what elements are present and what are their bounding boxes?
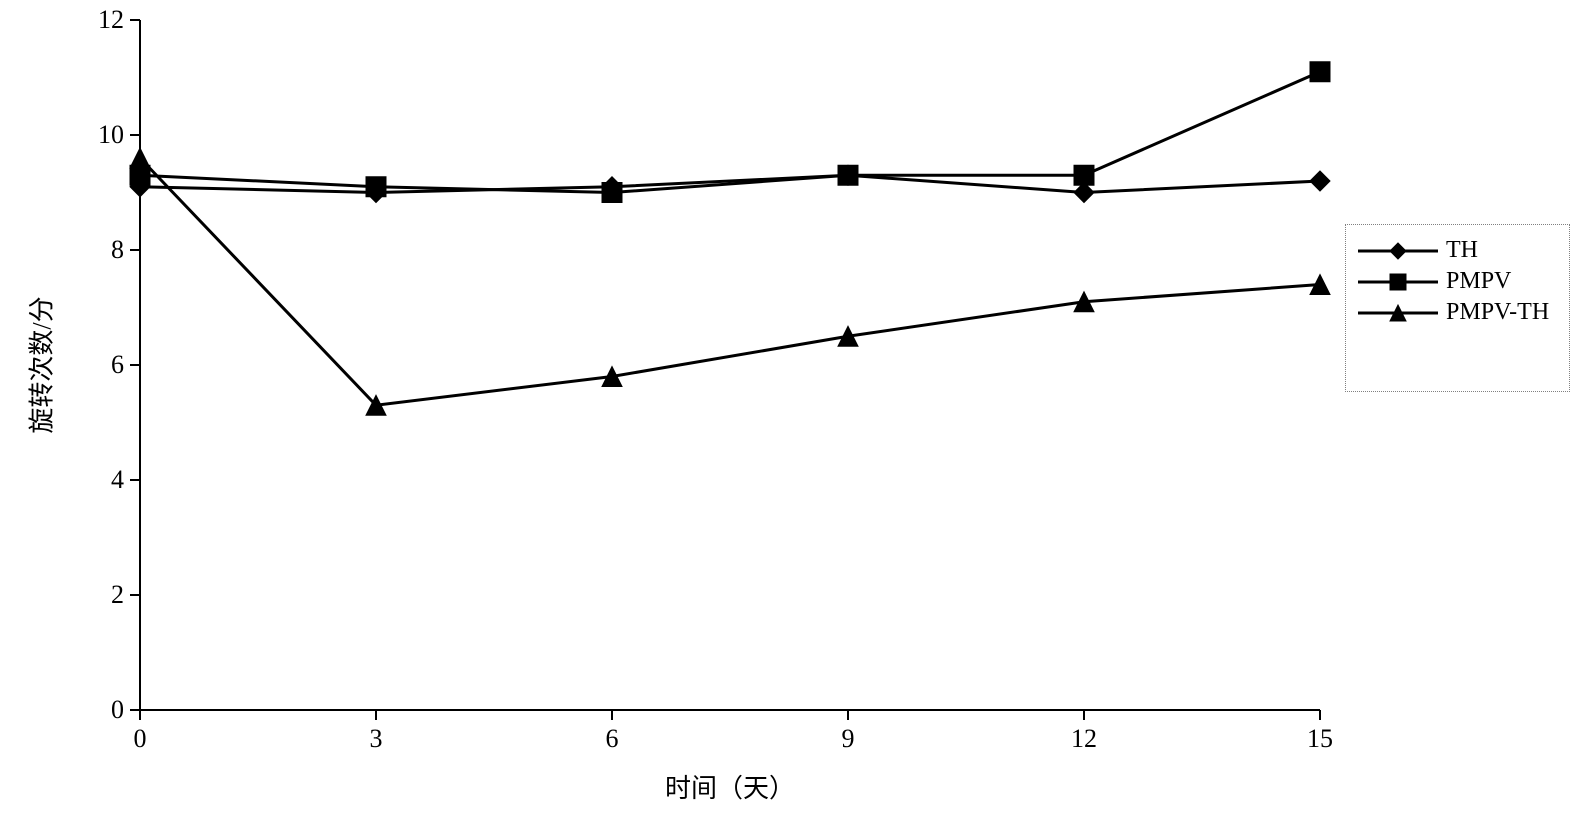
legend-label: PMPV bbox=[1446, 268, 1511, 295]
legend-item: PMPV-TH bbox=[1358, 299, 1557, 326]
x-tick-label: 3 bbox=[370, 724, 383, 754]
y-tick-label: 6 bbox=[111, 350, 124, 380]
x-tick-label: 0 bbox=[134, 724, 147, 754]
legend-item: PMPV bbox=[1358, 268, 1557, 295]
y-tick-label: 0 bbox=[111, 695, 124, 725]
y-tick-label: 8 bbox=[111, 235, 124, 265]
legend-label: TH bbox=[1446, 237, 1478, 264]
y-tick-label: 12 bbox=[98, 5, 124, 35]
legend-item: TH bbox=[1358, 237, 1557, 264]
x-axis-label: 时间（天） bbox=[665, 768, 795, 805]
y-tick-label: 4 bbox=[111, 465, 124, 495]
x-tick-label: 9 bbox=[842, 724, 855, 754]
legend: TH PMPV PMPV-TH bbox=[1345, 224, 1570, 392]
legend-swatch bbox=[1358, 241, 1438, 261]
chart-container: 旋转次数/分 时间（天） TH PMPV PMPV-TH 0 3 6 9 12 15 0 2 4 6 8… bbox=[0, 0, 1578, 834]
legend-swatch bbox=[1358, 272, 1438, 292]
legend-swatch bbox=[1358, 303, 1438, 323]
legend-label: PMPV-TH bbox=[1446, 299, 1549, 326]
x-tick-label: 15 bbox=[1307, 724, 1333, 754]
y-tick-label: 10 bbox=[98, 120, 124, 150]
y-tick-label: 2 bbox=[111, 580, 124, 610]
x-tick-label: 12 bbox=[1071, 724, 1097, 754]
y-axis-label: 旋转次数/分 bbox=[22, 296, 59, 433]
line-chart bbox=[0, 0, 1578, 834]
x-tick-label: 6 bbox=[606, 724, 619, 754]
